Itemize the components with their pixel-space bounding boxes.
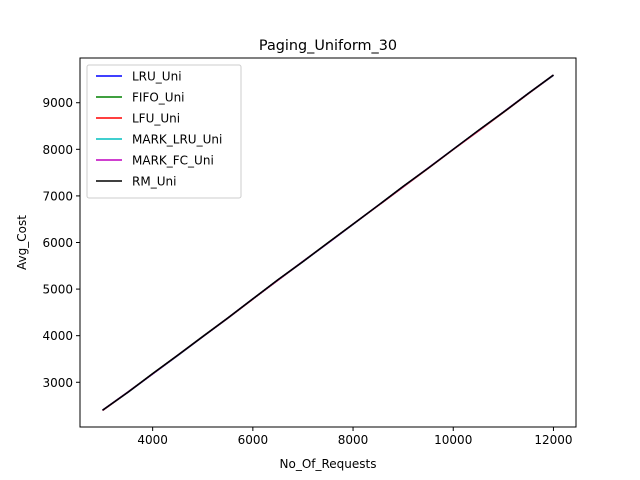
legend-label: FIFO_Uni bbox=[132, 91, 185, 105]
legend-label: LFU_Uni bbox=[132, 112, 180, 126]
x-axis-label: No_Of_Requests bbox=[280, 457, 377, 471]
y-axis: 3000 4000 5000 6000 7000 8000 9000 bbox=[42, 96, 80, 390]
y-axis-label: Avg_Cost bbox=[15, 215, 29, 270]
series-line-rm-uni bbox=[102, 74, 554, 411]
x-tick-label: 12000 bbox=[534, 433, 572, 447]
x-tick-label: 4000 bbox=[137, 433, 168, 447]
legend-box bbox=[86, 64, 242, 199]
y-tick-label: 5000 bbox=[42, 283, 73, 297]
legend-label: MARK_FC_Uni bbox=[132, 154, 214, 168]
y-tick-label: 3000 bbox=[42, 376, 73, 390]
x-tick-label: 6000 bbox=[238, 433, 269, 447]
legend-label: MARK_LRU_Uni bbox=[132, 133, 222, 147]
y-tick-label: 8000 bbox=[42, 143, 73, 157]
x-tick-label: 8000 bbox=[338, 433, 369, 447]
y-tick-label: 4000 bbox=[42, 329, 73, 343]
y-tick-label: 7000 bbox=[42, 189, 73, 203]
legend-label: RM_Uni bbox=[132, 175, 176, 189]
plot-area bbox=[102, 74, 554, 412]
chart-title: Paging_Uniform_30 bbox=[259, 38, 397, 54]
x-axis: 4000 6000 8000 10000 12000 bbox=[137, 427, 573, 447]
y-tick-label: 9000 bbox=[42, 96, 73, 110]
y-tick-label: 6000 bbox=[42, 236, 73, 250]
legend: LRU_Uni FIFO_Uni LFU_Uni MARK_LRU_Uni MARK_F… bbox=[86, 64, 242, 199]
legend-label: LRU_Uni bbox=[132, 70, 182, 84]
x-tick-label: 10000 bbox=[434, 433, 472, 447]
